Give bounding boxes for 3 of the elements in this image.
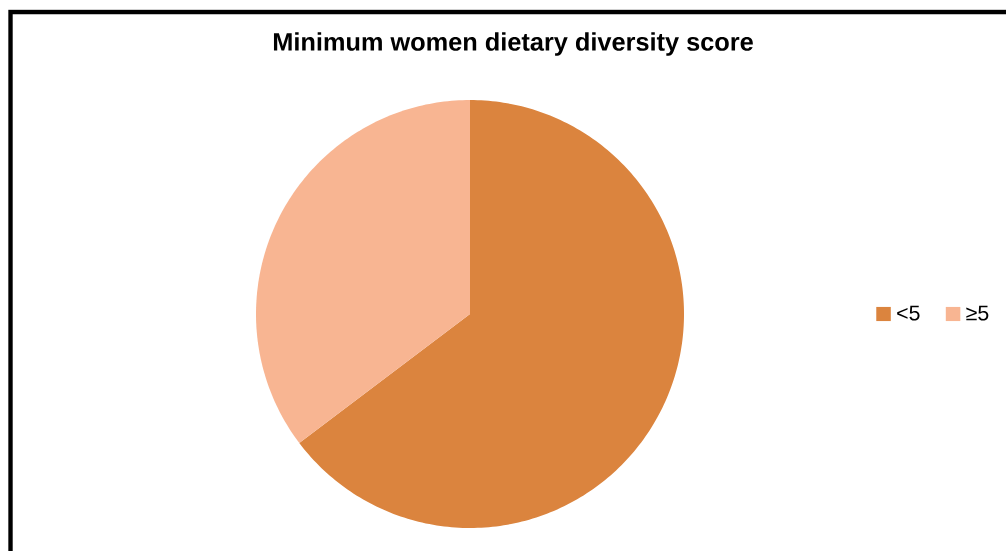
legend-label: <5 xyxy=(897,305,920,321)
chart-title: Minimum women dietary diversity score xyxy=(273,32,753,56)
legend-label: ≥5 xyxy=(966,305,989,321)
